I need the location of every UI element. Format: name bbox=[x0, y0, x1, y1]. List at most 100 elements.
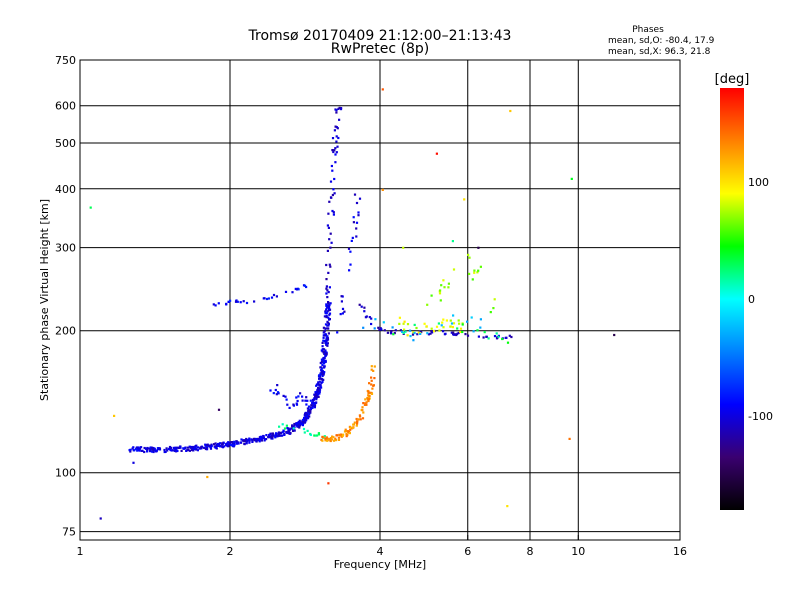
data-point bbox=[218, 443, 221, 446]
data-point bbox=[383, 329, 386, 332]
data-point bbox=[360, 408, 363, 412]
data-point bbox=[180, 449, 183, 452]
data-point bbox=[231, 441, 234, 444]
data-point bbox=[196, 449, 199, 452]
data-point bbox=[317, 381, 320, 384]
data-point bbox=[435, 152, 438, 155]
data-point bbox=[287, 431, 290, 434]
data-point bbox=[327, 437, 330, 441]
data-point bbox=[326, 327, 329, 330]
data-point bbox=[335, 140, 338, 143]
data-point bbox=[315, 384, 318, 387]
data-point bbox=[352, 221, 355, 224]
data-point bbox=[131, 447, 134, 450]
data-point bbox=[167, 447, 171, 450]
data-point bbox=[358, 303, 361, 306]
data-point bbox=[338, 106, 341, 109]
data-point bbox=[330, 241, 333, 244]
data-point bbox=[327, 316, 330, 319]
data-point bbox=[419, 332, 422, 335]
data-point bbox=[285, 398, 288, 401]
data-point bbox=[381, 188, 384, 191]
data-point bbox=[333, 129, 336, 132]
data-point bbox=[140, 446, 143, 449]
colorbar-label: [deg] bbox=[715, 72, 750, 87]
data-point bbox=[409, 335, 412, 338]
data-point bbox=[342, 433, 345, 436]
data-point bbox=[331, 193, 334, 197]
y-tick-label: 600 bbox=[55, 100, 76, 113]
data-point bbox=[199, 446, 202, 449]
data-point bbox=[333, 177, 336, 181]
data-point bbox=[325, 342, 328, 345]
data-point bbox=[391, 326, 394, 329]
data-point bbox=[215, 447, 218, 450]
data-point bbox=[329, 246, 332, 249]
data-point bbox=[191, 447, 194, 450]
data-point bbox=[306, 429, 309, 432]
data-point bbox=[330, 438, 333, 441]
data-point bbox=[305, 285, 308, 289]
phases-o-stats: mean, sd,O: -80.4, 17.9 bbox=[608, 36, 715, 46]
data-point bbox=[426, 303, 429, 306]
data-point bbox=[340, 300, 343, 303]
data-point bbox=[281, 431, 284, 434]
data-point bbox=[473, 269, 476, 272]
data-point bbox=[326, 338, 330, 341]
data-point bbox=[316, 383, 319, 386]
data-point bbox=[463, 198, 466, 201]
data-point bbox=[307, 415, 310, 418]
data-point bbox=[151, 446, 154, 449]
data-point bbox=[365, 403, 368, 406]
data-point bbox=[393, 332, 396, 335]
data-point bbox=[174, 446, 177, 449]
data-point bbox=[333, 149, 336, 152]
data-point bbox=[202, 446, 205, 449]
data-point bbox=[324, 437, 327, 440]
data-point bbox=[284, 395, 287, 398]
data-point bbox=[320, 386, 323, 389]
data-point bbox=[230, 443, 233, 447]
data-point bbox=[245, 301, 249, 305]
data-point bbox=[334, 153, 337, 156]
data-point bbox=[327, 482, 330, 485]
data-point bbox=[219, 445, 222, 448]
data-point bbox=[322, 360, 326, 363]
data-point bbox=[335, 151, 338, 154]
data-point bbox=[439, 289, 442, 292]
data-point bbox=[260, 439, 263, 442]
data-point bbox=[366, 396, 369, 400]
data-point bbox=[325, 311, 328, 315]
data-point bbox=[451, 240, 454, 243]
data-point bbox=[493, 335, 497, 338]
data-point bbox=[364, 398, 367, 401]
data-point bbox=[182, 447, 185, 450]
data-point bbox=[363, 403, 366, 406]
data-point bbox=[443, 333, 446, 336]
data-point bbox=[149, 448, 152, 451]
data-point bbox=[292, 403, 295, 406]
data-point bbox=[328, 200, 331, 203]
data-point bbox=[495, 332, 498, 335]
data-point bbox=[328, 318, 331, 321]
data-point bbox=[450, 322, 454, 325]
data-point bbox=[325, 303, 328, 306]
data-point bbox=[274, 436, 277, 439]
data-point bbox=[171, 449, 174, 452]
data-point bbox=[214, 445, 218, 448]
data-point bbox=[349, 426, 352, 429]
y-axis-label: Stationary phase Virtual Height [km] bbox=[38, 199, 51, 401]
data-point bbox=[306, 399, 309, 402]
data-point bbox=[339, 313, 342, 316]
colorbar-tick-label: 100 bbox=[748, 176, 769, 189]
data-point bbox=[302, 421, 305, 424]
data-point bbox=[485, 335, 488, 338]
y-tick-label: 500 bbox=[55, 137, 76, 150]
y-tick-label: 200 bbox=[55, 325, 76, 338]
data-point bbox=[380, 328, 383, 331]
data-point bbox=[390, 330, 393, 333]
data-point bbox=[176, 449, 179, 452]
data-points bbox=[89, 88, 616, 520]
data-point bbox=[305, 396, 308, 399]
data-point bbox=[253, 439, 256, 442]
